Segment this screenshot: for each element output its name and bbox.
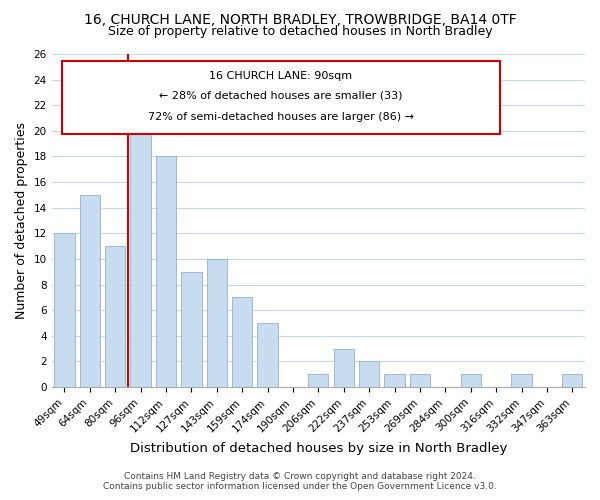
Bar bbox=[461, 374, 481, 387]
Bar bbox=[206, 259, 227, 387]
Bar bbox=[232, 298, 253, 387]
Bar bbox=[156, 156, 176, 387]
Bar bbox=[257, 323, 278, 387]
X-axis label: Distribution of detached houses by size in North Bradley: Distribution of detached houses by size … bbox=[130, 442, 507, 455]
Text: 72% of semi-detached houses are larger (86) →: 72% of semi-detached houses are larger (… bbox=[148, 112, 414, 122]
Bar bbox=[511, 374, 532, 387]
Bar bbox=[308, 374, 328, 387]
Bar bbox=[562, 374, 583, 387]
Bar bbox=[130, 105, 151, 387]
Y-axis label: Number of detached properties: Number of detached properties bbox=[15, 122, 28, 319]
FancyBboxPatch shape bbox=[62, 60, 500, 134]
Bar bbox=[410, 374, 430, 387]
Text: 16 CHURCH LANE: 90sqm: 16 CHURCH LANE: 90sqm bbox=[209, 70, 353, 81]
Bar bbox=[105, 246, 125, 387]
Bar bbox=[80, 195, 100, 387]
Text: Size of property relative to detached houses in North Bradley: Size of property relative to detached ho… bbox=[107, 25, 493, 38]
Bar bbox=[385, 374, 404, 387]
Text: 16, CHURCH LANE, NORTH BRADLEY, TROWBRIDGE, BA14 0TF: 16, CHURCH LANE, NORTH BRADLEY, TROWBRID… bbox=[83, 12, 517, 26]
Bar bbox=[181, 272, 202, 387]
Bar bbox=[359, 362, 379, 387]
Bar bbox=[54, 234, 74, 387]
Text: ← 28% of detached houses are smaller (33): ← 28% of detached houses are smaller (33… bbox=[159, 90, 403, 101]
Bar bbox=[334, 348, 354, 387]
Text: Contains public sector information licensed under the Open Government Licence v3: Contains public sector information licen… bbox=[103, 482, 497, 491]
Text: Contains HM Land Registry data © Crown copyright and database right 2024.: Contains HM Land Registry data © Crown c… bbox=[124, 472, 476, 481]
